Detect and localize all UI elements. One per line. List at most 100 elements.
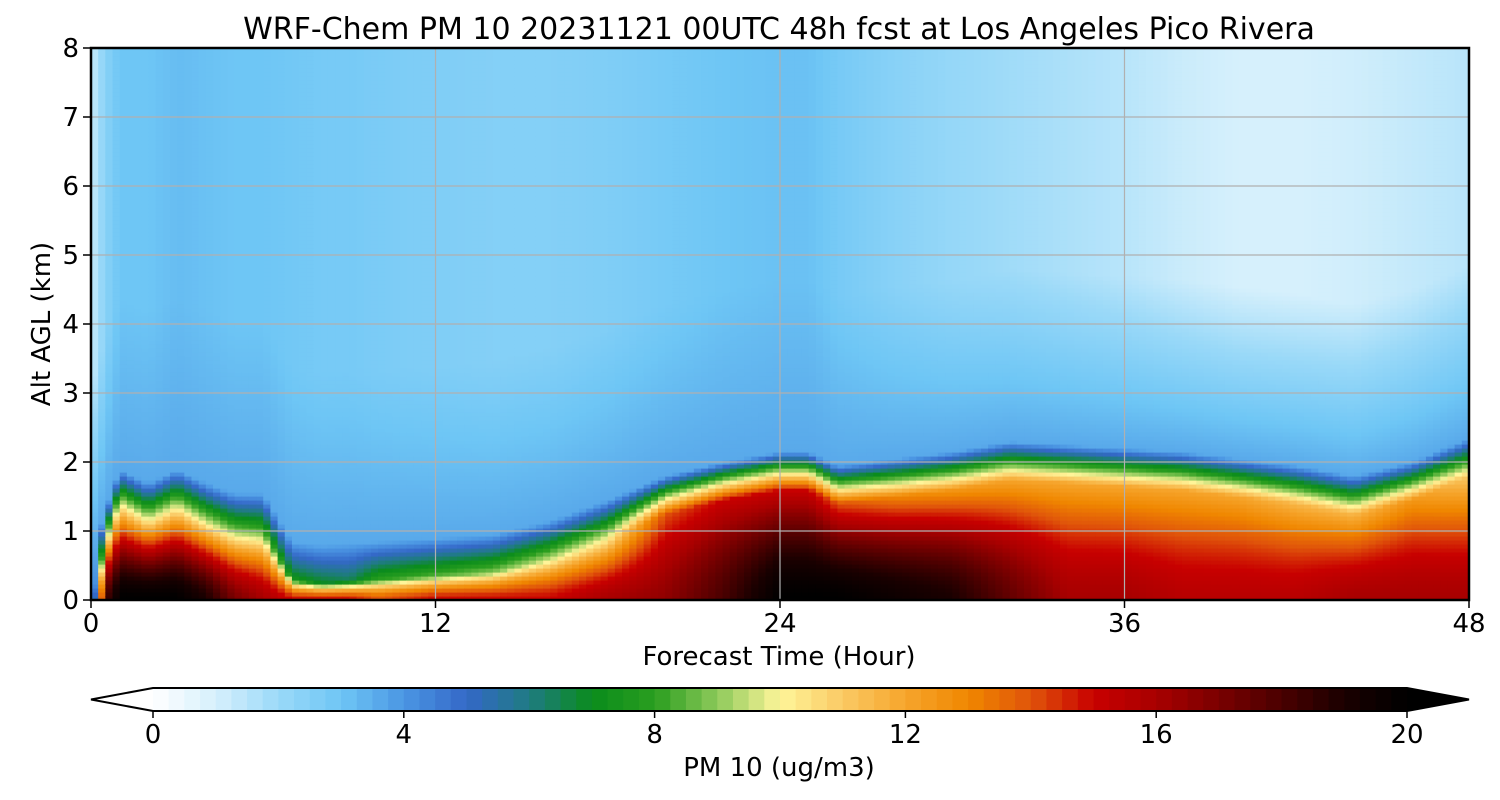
field-cell: [105, 324, 114, 329]
field-cell: [248, 376, 257, 381]
field-cell: [184, 428, 193, 433]
field-cell: [191, 212, 200, 217]
field-cell: [291, 508, 300, 513]
field-cell: [126, 532, 135, 537]
field-cell: [342, 420, 350, 425]
field-cell: [270, 456, 279, 461]
field-cell: [220, 280, 228, 285]
field-cell: [291, 92, 300, 97]
field-cell: [291, 256, 300, 261]
field-cell: [291, 348, 300, 353]
field-cell: [155, 304, 164, 309]
field-cell: [241, 584, 250, 589]
field-cell: [227, 208, 236, 213]
field-cell: [342, 476, 350, 481]
field-cell: [91, 124, 99, 129]
field-cell: [291, 476, 300, 481]
field-cell: [198, 216, 207, 221]
field-cell: [213, 224, 221, 229]
field-cell: [191, 312, 200, 317]
field-cell: [277, 544, 286, 549]
field-cell: [306, 52, 315, 57]
field-cell: [241, 236, 250, 241]
field-cell: [177, 108, 185, 113]
field-cell: [327, 320, 336, 325]
field-cell: [234, 304, 243, 309]
field-cell: [270, 484, 279, 489]
field-cell: [220, 224, 228, 229]
field-cell: [342, 128, 350, 133]
field-cell: [155, 556, 164, 561]
field-cell: [198, 472, 207, 477]
field-cell: [177, 92, 185, 97]
field-cell: [349, 584, 358, 589]
field-cell: [306, 224, 315, 229]
field-cell: [241, 308, 250, 313]
field-cell: [112, 108, 121, 113]
field-cell: [191, 316, 200, 321]
field-cell: [227, 544, 236, 549]
field-cell: [256, 328, 264, 333]
field-cell: [191, 428, 200, 433]
field-cell: [342, 404, 350, 409]
field-cell: [306, 256, 315, 261]
field-cell: [270, 288, 279, 293]
field-cell: [270, 300, 279, 305]
field-cell: [342, 88, 350, 93]
field-cell: [162, 556, 171, 561]
field-cell: [241, 128, 250, 133]
field-cell: [256, 272, 264, 277]
field-cell: [177, 596, 185, 601]
field-cell: [306, 500, 315, 505]
field-cell: [162, 292, 171, 297]
field-cell: [284, 344, 293, 349]
field-cell: [256, 520, 264, 525]
field-cell: [241, 220, 250, 225]
field-cell: [105, 304, 114, 309]
field-cell: [198, 52, 207, 57]
field-cell: [313, 360, 322, 365]
field-cell: [248, 492, 257, 497]
field-cell: [119, 204, 128, 209]
field-cell: [134, 456, 142, 461]
field-cell: [191, 172, 200, 177]
field-cell: [112, 264, 121, 269]
field-cell: [91, 336, 99, 341]
field-cell: [248, 440, 257, 445]
field-cell: [184, 448, 193, 453]
field-cell: [141, 252, 150, 257]
field-cell: [227, 264, 236, 269]
field-cell: [148, 168, 157, 173]
field-cell: [227, 100, 236, 105]
field-cell: [291, 88, 300, 93]
field-cell: [148, 412, 157, 417]
field-cell: [134, 568, 142, 573]
field-cell: [220, 180, 228, 185]
field-cell: [241, 232, 250, 237]
field-cell: [263, 392, 272, 397]
field-cell: [313, 308, 322, 313]
field-cell: [284, 84, 293, 89]
field-cell: [105, 552, 114, 557]
field-cell: [141, 256, 150, 261]
field-cell: [177, 116, 185, 121]
field-cell: [91, 452, 99, 457]
field-cell: [320, 300, 329, 305]
field-cell: [342, 392, 350, 397]
field-cell: [270, 204, 279, 209]
field-cell: [291, 500, 300, 505]
field-cell: [234, 208, 243, 213]
field-cell: [284, 180, 293, 185]
field-cell: [184, 432, 193, 437]
field-cell: [248, 468, 257, 473]
field-cell: [342, 304, 350, 309]
field-cell: [277, 512, 286, 517]
field-cell: [234, 68, 243, 73]
field-cell: [169, 120, 178, 125]
field-cell: [277, 280, 286, 285]
field-cell: [148, 252, 157, 257]
field-cell: [299, 456, 307, 461]
field-cell: [213, 128, 221, 133]
field-cell: [270, 172, 279, 177]
field-cell: [119, 588, 128, 593]
